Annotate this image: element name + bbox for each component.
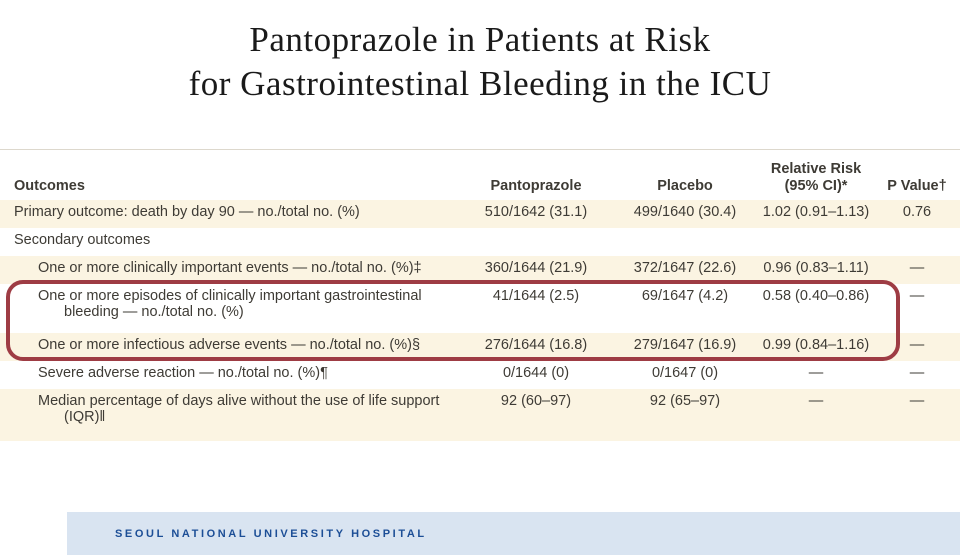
table-row-gastrointestinal-bleeding: One or more episodes of clinically impor… [0, 284, 960, 333]
cell-pantoprazole: 0/1644 (0) [502, 365, 570, 381]
cell-relative-risk: 0.99 (0.84–1.16) [762, 337, 870, 353]
table-row-infectious-adverse-events: One or more infectious adverse events — … [0, 333, 960, 361]
cell-placebo: 499/1640 (30.4) [633, 204, 737, 220]
presentation-slide: Pantoprazole in Patients at Risk for Gas… [0, 18, 960, 558]
cell-placebo: 279/1647 (16.9) [633, 337, 737, 353]
cell-pantoprazole: 360/1644 (21.9) [484, 260, 588, 276]
cell-relative-risk: 1.02 (0.91–1.13) [762, 204, 870, 220]
relative-risk-line-1: Relative Risk [770, 161, 862, 177]
cell-p-value: — [909, 393, 925, 409]
cell-p-value [874, 228, 960, 234]
table-row-secondary-outcomes-heading: Secondary outcomes [0, 228, 960, 256]
cell-relative-risk: — [808, 365, 824, 381]
table-row-days-alive-without-life-support: Median percentage of days alive without … [0, 389, 960, 441]
cell-p-value: — [909, 260, 925, 276]
title-line-1: Pantoprazole in Patients at Risk [249, 20, 711, 59]
cell-pantoprazole: 41/1644 (2.5) [492, 288, 580, 304]
row-label: One or more clinically important events … [38, 260, 422, 276]
cell-pantoprazole: 276/1644 (16.8) [484, 337, 588, 353]
table-row-severe-adverse-reaction: Severe adverse reaction — no./total no. … [0, 361, 960, 389]
cell-pantoprazole: 92 (60–97) [500, 393, 572, 409]
column-header-p-value: P Value† [887, 178, 947, 194]
cell-p-value: — [909, 288, 925, 304]
row-label: Secondary outcomes [14, 232, 151, 248]
footer-bar: SEOUL NATIONAL UNIVERSITY HOSPITAL [67, 512, 960, 555]
cell-pantoprazole [460, 228, 612, 234]
table-row-clinically-important-events: One or more clinically important events … [0, 256, 960, 284]
row-label: One or more episodes of clinically impor… [38, 288, 422, 320]
table-header-row: Outcomes Pantoprazole Placebo Relative R… [0, 150, 960, 200]
cell-placebo: 69/1647 (4.2) [641, 288, 729, 304]
row-label: Severe adverse reaction — no./total no. … [38, 365, 328, 381]
cell-relative-risk [758, 228, 874, 234]
cell-placebo [612, 228, 758, 234]
column-header-outcomes: Outcomes [14, 178, 85, 194]
column-header-pantoprazole: Pantoprazole [490, 178, 582, 194]
row-label: Primary outcome: death by day 90 — no./t… [14, 204, 360, 220]
outcomes-table: Outcomes Pantoprazole Placebo Relative R… [0, 149, 960, 441]
footer-org-name: SEOUL NATIONAL UNIVERSITY HOSPITAL [115, 527, 427, 540]
column-header-relative-risk: Relative Risk (95% CI)* [758, 157, 874, 200]
cell-p-value: — [909, 337, 925, 353]
cell-relative-risk: 0.58 (0.40–0.86) [762, 288, 870, 304]
title-line-2: for Gastrointestinal Bleeding in the ICU [188, 64, 772, 103]
cell-pantoprazole: 510/1642 (31.1) [484, 204, 588, 220]
cell-relative-risk: 0.96 (0.83–1.11) [763, 260, 869, 276]
cell-p-value: — [909, 365, 925, 381]
relative-risk-line-2: (95% CI)* [784, 178, 848, 194]
slide-title: Pantoprazole in Patients at Risk for Gas… [24, 18, 936, 106]
cell-placebo: 372/1647 (22.6) [633, 260, 737, 276]
cell-placebo: 0/1647 (0) [651, 365, 719, 381]
row-label: One or more infectious adverse events — … [38, 337, 421, 353]
cell-placebo: 92 (65–97) [649, 393, 721, 409]
cell-relative-risk: — [808, 393, 824, 409]
cell-p-value: 0.76 [902, 204, 932, 220]
table-row-primary-outcome: Primary outcome: death by day 90 — no./t… [0, 200, 960, 228]
row-label: Median percentage of days alive without … [38, 393, 440, 425]
column-header-placebo: Placebo [657, 178, 713, 194]
